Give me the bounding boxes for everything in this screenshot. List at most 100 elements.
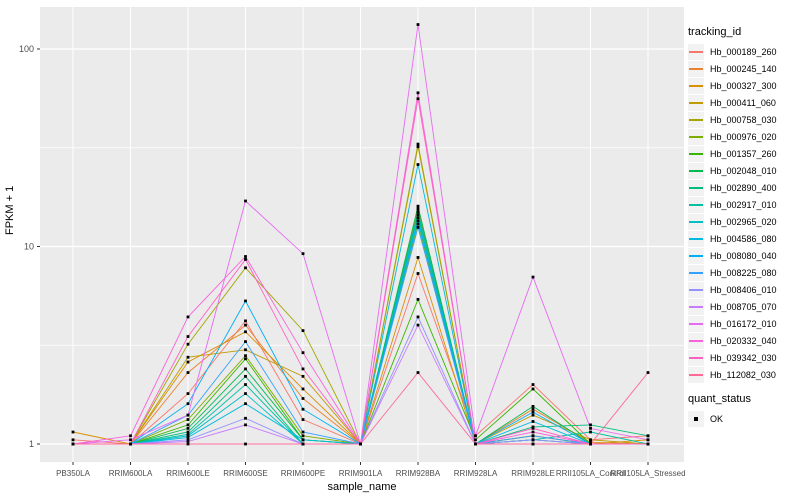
data-point — [646, 442, 650, 446]
data-point — [244, 374, 247, 378]
data-point — [416, 219, 420, 223]
legend-entry-label: Hb_039342_030 — [710, 352, 777, 363]
data-point — [646, 434, 650, 438]
data-point — [186, 438, 190, 442]
legend-key-line — [689, 67, 703, 70]
legend-key-line — [689, 169, 703, 172]
data-point — [301, 351, 305, 355]
data-point — [416, 207, 420, 211]
legend-entry: Hb_008705_070 — [688, 298, 800, 315]
legend-entry: Hb_002048_010 — [688, 162, 800, 179]
plot-panel — [40, 7, 684, 462]
legend-entry: Hb_002917_010 — [688, 196, 800, 213]
legend-key-box — [688, 145, 704, 162]
data-point — [244, 330, 247, 334]
data-point — [589, 438, 592, 442]
data-point — [416, 272, 420, 275]
ok-point-icon — [694, 416, 698, 421]
data-point — [359, 442, 362, 446]
legend-key-line — [689, 152, 703, 155]
data-point — [531, 438, 535, 442]
legend-key-line — [689, 271, 703, 274]
data-point — [416, 222, 420, 226]
data-point — [531, 434, 535, 438]
data-point — [416, 145, 420, 149]
legend-key-box — [688, 60, 704, 77]
data-point — [531, 383, 535, 386]
data-point — [589, 426, 592, 430]
data-point — [531, 405, 535, 408]
legend-entry-ok: OK — [688, 410, 800, 427]
data-point — [244, 416, 247, 420]
legend-entry: Hb_008406_010 — [688, 281, 800, 298]
data-point — [244, 354, 247, 358]
legend: tracking_id Hb_000189_260 Hb_000245_140 Hb… — [688, 26, 800, 427]
data-point — [646, 371, 650, 374]
legend-entry: Hb_002890_400 — [688, 179, 800, 196]
legend-entry: Hb_000411_060 — [688, 94, 800, 111]
data-point — [186, 434, 190, 438]
x-tick-label: RRII105LA_Stressed — [610, 469, 685, 478]
legend-entry-label: Hb_001357_260 — [710, 148, 777, 159]
data-point — [186, 418, 190, 421]
data-point — [301, 434, 305, 438]
legend-key-box — [688, 264, 704, 281]
data-point — [244, 402, 247, 406]
data-point — [186, 426, 190, 430]
legend-entry-label: Hb_000245_140 — [710, 63, 777, 74]
data-point — [244, 266, 247, 270]
data-point — [416, 216, 420, 220]
legend-key-line — [689, 101, 703, 104]
legend-key-line — [689, 254, 703, 257]
data-point — [474, 442, 477, 446]
legend-entry-label: Hb_016172_010 — [710, 318, 777, 329]
data-point — [129, 438, 132, 442]
data-point — [416, 213, 420, 217]
x-tick-label: RRIM901LA — [339, 469, 383, 478]
legend-key-line — [689, 220, 703, 223]
data-point — [531, 387, 535, 391]
data-point — [301, 374, 305, 378]
data-point — [416, 225, 420, 229]
data-point — [589, 430, 592, 434]
data-point — [244, 442, 247, 446]
data-point — [244, 319, 247, 323]
data-point — [416, 91, 420, 95]
data-point — [589, 442, 592, 446]
legend-entry: Hb_000976_020 — [688, 128, 800, 145]
legend-key-box — [688, 43, 704, 60]
data-point — [244, 392, 247, 395]
data-point — [531, 426, 535, 430]
legend-key-line — [689, 135, 703, 138]
data-point — [301, 442, 305, 446]
legend-key-box — [688, 111, 704, 128]
data-point — [129, 442, 132, 446]
x-tick-label: RRIM600LE — [166, 469, 210, 478]
legend-entry-label: OK — [710, 413, 724, 424]
data-point — [416, 297, 420, 301]
data-point — [186, 360, 190, 364]
data-point — [589, 440, 592, 444]
data-point — [186, 371, 190, 374]
legend-entry-label: Hb_002917_010 — [710, 199, 777, 210]
x-tick-label: RRIM600LA — [109, 469, 153, 478]
legend-key-line — [689, 84, 703, 87]
data-point — [244, 323, 247, 327]
data-point — [416, 142, 420, 146]
legend-entry-label: Hb_002048_010 — [710, 165, 777, 176]
legend-entry-label: Hb_008225_080 — [710, 267, 777, 278]
x-tick-label: RRIM928LA — [454, 469, 498, 478]
legend-entry: Hb_008080_040 — [688, 247, 800, 264]
data-point — [531, 407, 535, 411]
data-point — [244, 423, 247, 427]
data-point — [416, 210, 420, 214]
data-point — [531, 425, 535, 429]
data-point — [416, 97, 420, 101]
legend-entry: Hb_000758_030 — [688, 111, 800, 128]
legend-key-box — [688, 230, 704, 247]
data-point — [531, 420, 535, 423]
data-point — [129, 434, 132, 438]
data-point — [186, 413, 190, 417]
legend-entry: Hb_000327_300 — [688, 77, 800, 94]
